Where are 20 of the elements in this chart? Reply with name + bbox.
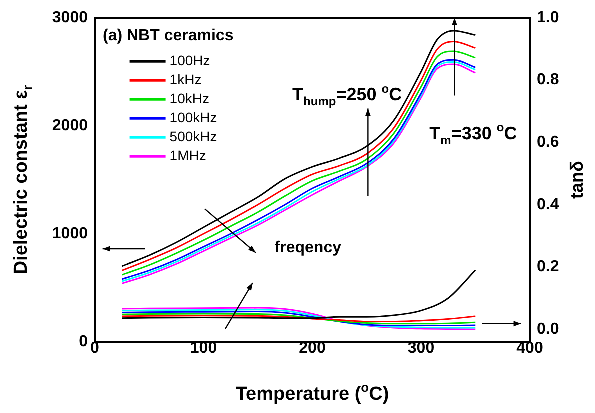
x-tick-label: 400	[516, 340, 544, 358]
y2-tick-label: 0.8	[537, 72, 560, 89]
legend-label: 1MHz	[170, 148, 206, 164]
legend-label: 10kHz	[170, 90, 210, 106]
legend-label: 100Hz	[170, 52, 210, 68]
y2-tick-label: 0.2	[537, 258, 560, 276]
legend-label: 100kHz	[170, 110, 218, 126]
y2-tick-label: 1.0	[537, 9, 560, 26]
y-axis-title: Dielectric constant εr	[11, 85, 36, 275]
y-tick-label: 2000	[52, 117, 88, 134]
text: (a) NBT ceramics	[103, 27, 234, 44]
y-tick-label: 3000	[52, 9, 88, 26]
legend-label: 500kHz	[170, 128, 218, 144]
y2-tick-label: 0.0	[537, 320, 560, 338]
y2-tick-label: 0.6	[537, 134, 560, 152]
y2-axis-title: tanδ	[566, 160, 587, 199]
y-tick-label: 1000	[52, 225, 88, 242]
annotation: freqency	[274, 239, 342, 256]
y2-tick-label: 0.4	[537, 196, 560, 214]
legend-label: 1kHz	[170, 72, 202, 88]
